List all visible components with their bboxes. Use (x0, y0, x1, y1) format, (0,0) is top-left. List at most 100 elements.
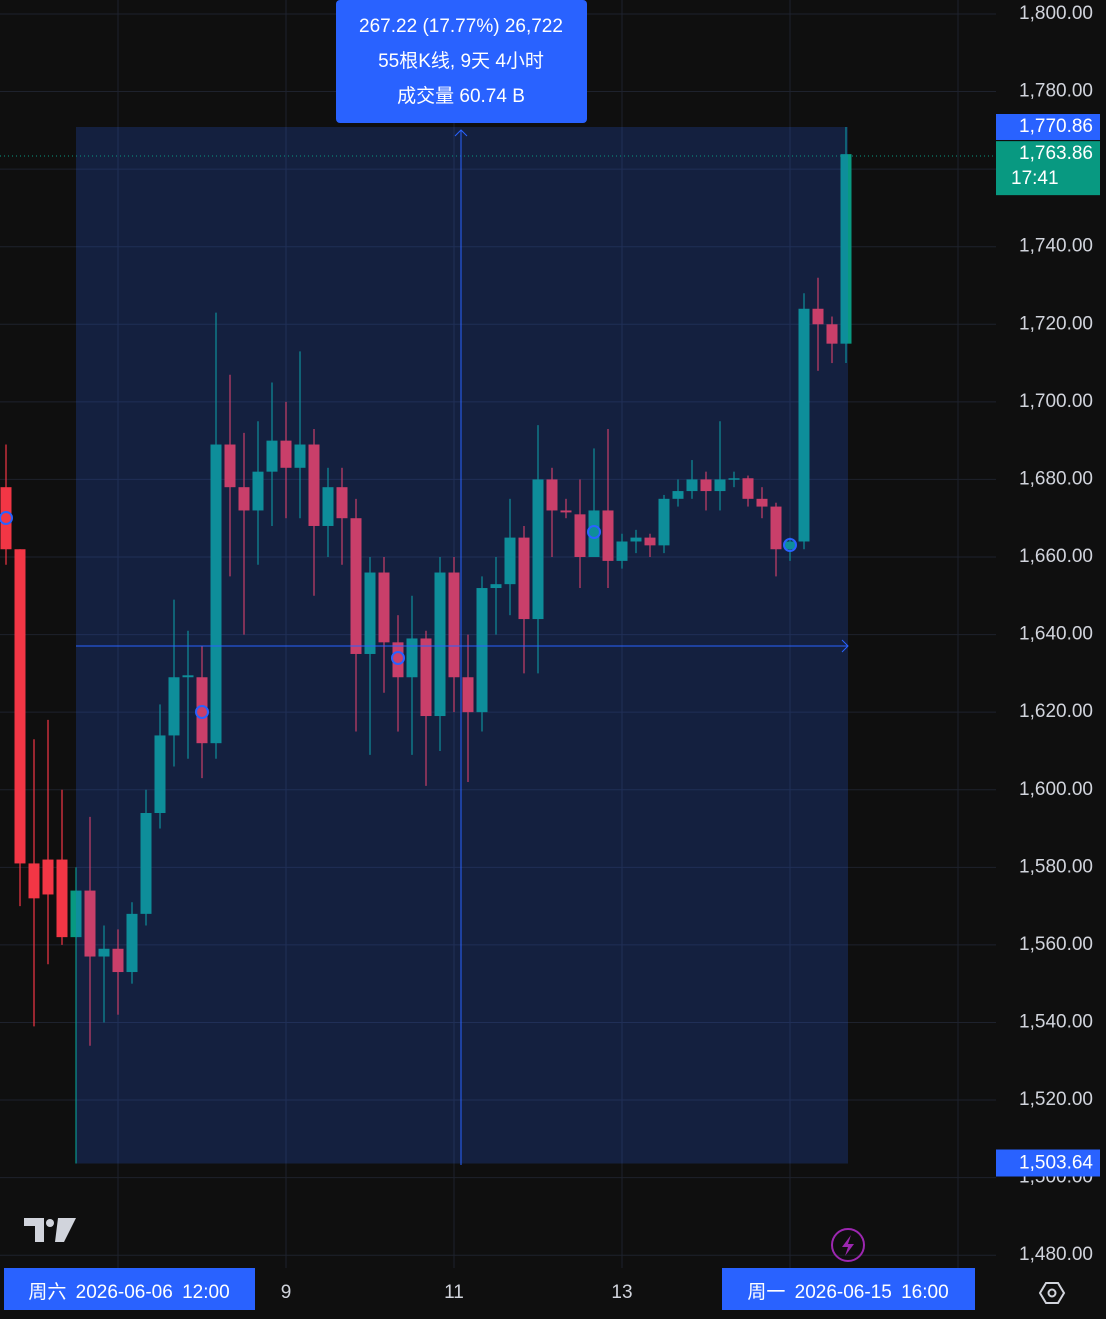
candle-body (756, 498, 768, 507)
range-start-label: 周六 2026-06-06 12:00 (28, 1281, 229, 1303)
y-tick-label: 1,780.00 (1019, 81, 1093, 102)
candle-body (826, 324, 838, 344)
y-tick-label: 1,720.00 (1019, 313, 1093, 334)
candle-body (490, 584, 502, 589)
candle-body (700, 479, 712, 492)
measure-box (336, 0, 587, 123)
event-marker[interactable] (391, 651, 405, 665)
candle-body (154, 735, 166, 814)
candle-body (126, 913, 138, 973)
candle-body (686, 479, 698, 492)
measure-text: 267.22 (17.77%) 26,722 (359, 16, 563, 37)
candle-body (378, 572, 390, 643)
y-tick-label: 1,800.00 (1019, 3, 1093, 24)
candle-body (770, 506, 782, 550)
candles (0, 126, 852, 1164)
range-low-box (996, 1149, 1100, 1177)
candle-body (448, 572, 460, 678)
candle-body (546, 479, 558, 511)
candle-body (350, 518, 362, 654)
candle-body (644, 537, 656, 546)
x-tick-label: 11 (444, 1282, 464, 1303)
event-marker[interactable] (783, 538, 797, 552)
candle-body (28, 863, 40, 899)
last-price-label: 1,763.86 (1019, 143, 1093, 164)
candle-body (42, 859, 54, 895)
range-high-box (996, 113, 1100, 140)
candle-body (112, 948, 124, 973)
y-tick-label: 1,560.00 (1019, 934, 1093, 955)
candle-body (672, 491, 684, 499)
decorations (0, 129, 1066, 1304)
price-axis: 1,480.001,500.001,520.001,540.001,560.00… (996, 3, 1100, 1265)
candle-body (658, 498, 670, 546)
candle-body (602, 510, 614, 561)
candle-body (798, 308, 810, 542)
range-low-label: 1,503.64 (1019, 1153, 1093, 1174)
y-tick-label: 1,520.00 (1019, 1089, 1093, 1110)
y-tick-label: 1,480.00 (1019, 1244, 1093, 1265)
y-tick-label: 1,620.00 (1019, 701, 1093, 722)
candle-body (784, 541, 796, 550)
last-price-box (996, 141, 1100, 196)
countdown: 17:41 (1011, 168, 1059, 189)
candle-body (560, 510, 572, 513)
y-tick-label: 1,700.00 (1019, 391, 1093, 412)
range-end-label: 周一 2026-06-15 16:00 (747, 1282, 948, 1303)
y-tick-label: 1,600.00 (1019, 779, 1093, 800)
candle-body (252, 471, 264, 511)
candle-body (168, 677, 180, 736)
candle-body (280, 440, 292, 468)
candle-body (210, 444, 222, 744)
candle-body (56, 859, 68, 938)
candle-body (294, 444, 306, 468)
y-tick-label: 1,680.00 (1019, 468, 1093, 489)
candle-body (420, 638, 432, 717)
candle-body (462, 677, 474, 713)
candle-body (812, 308, 824, 325)
y-tick-label: 1,660.00 (1019, 546, 1093, 567)
event-marker[interactable] (0, 511, 13, 525)
candle-body (392, 642, 404, 678)
x-tick-label: 9 (281, 1282, 292, 1303)
candle-body (364, 572, 376, 654)
candle-body (238, 487, 250, 511)
candle-body (336, 487, 348, 519)
lightning-icon[interactable] (831, 1228, 865, 1262)
arrow (841, 639, 849, 653)
candle-body (574, 514, 586, 558)
range-start-box (4, 1268, 255, 1310)
candle-body (532, 479, 544, 620)
candle-body (588, 510, 600, 558)
settings-icon[interactable] (1038, 1282, 1066, 1304)
candle-body (714, 479, 726, 492)
candle-body (728, 478, 740, 480)
x-tick-label: 13 (611, 1282, 632, 1303)
candle-body (518, 537, 530, 620)
candle-body (504, 537, 516, 585)
candle-body (0, 487, 12, 550)
range-end-box (722, 1268, 975, 1310)
arrow (454, 129, 468, 137)
event-marker[interactable] (587, 525, 601, 539)
event-marker[interactable] (195, 705, 209, 719)
y-tick-label: 1,580.00 (1019, 856, 1093, 877)
tv-logo (24, 1218, 76, 1242)
y-tick-label: 1,740.00 (1019, 236, 1093, 257)
candle-body (840, 154, 852, 344)
measure-range (76, 126, 848, 1164)
candle-body (742, 478, 754, 499)
candle-body (630, 537, 642, 542)
candle-body (84, 890, 96, 957)
y-tick-label: 1,540.00 (1019, 1011, 1093, 1032)
candle-body (70, 890, 82, 938)
y-tick-label: 1,640.00 (1019, 624, 1093, 645)
candle-body (434, 572, 446, 717)
candle-body (406, 638, 418, 678)
lightning (842, 1235, 854, 1256)
settings-dot (1047, 1288, 1057, 1298)
measure-overlay (76, 126, 848, 1164)
range-high-label: 1,770.86 (1019, 116, 1093, 137)
